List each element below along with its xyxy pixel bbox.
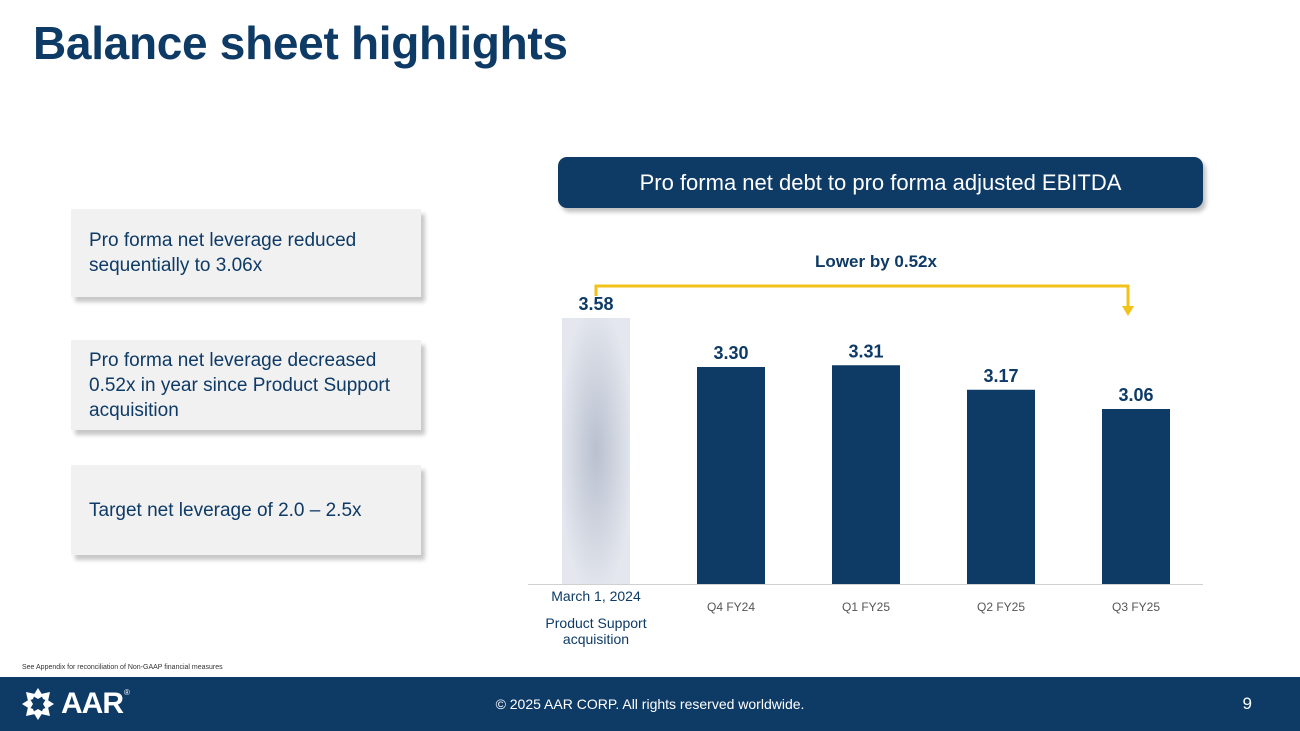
aar-logo-mark-icon — [22, 688, 54, 720]
page-title: Balance sheet highlights — [33, 17, 568, 69]
aar-logo-registered: ® — [124, 688, 130, 697]
chart-title-banner: Pro forma net debt to pro forma adjusted… — [558, 157, 1203, 208]
annotation-bracket — [594, 284, 1130, 306]
x-tick-label-4: Q2 FY25 — [977, 600, 1025, 614]
footnote: See Appendix for reconciliation of Non-G… — [22, 664, 223, 671]
bar-value-label-2: 3.30 — [713, 343, 748, 363]
bar-value-label-4: 3.17 — [983, 366, 1018, 386]
category-sublabel-line-1: Product Support — [545, 615, 646, 631]
bar-4 — [967, 389, 1035, 584]
bar-value-label-3: 3.31 — [848, 341, 883, 361]
aar-logo-text: AAR — [61, 687, 124, 720]
callout-leverage-decreased: Pro forma net leverage decreased 0.52x i… — [71, 340, 421, 430]
bar-3 — [832, 365, 900, 584]
bar-1 — [562, 318, 630, 584]
callout-target-leverage: Target net leverage of 2.0 – 2.5x — [71, 465, 421, 555]
bar-value-label-5: 3.06 — [1118, 385, 1153, 405]
bar-5 — [1102, 409, 1170, 584]
page-number: 9 — [1242, 694, 1252, 713]
bar-value-label-1: 3.58 — [578, 294, 613, 314]
annotation-label: Lower by 0.52x — [815, 252, 937, 271]
annotation-arrowhead — [1122, 306, 1134, 316]
x-tick-label-1: March 1, 2024 — [551, 588, 641, 604]
x-tick-label-2: Q4 FY24 — [707, 600, 755, 614]
x-tick-label-5: Q3 FY25 — [1112, 600, 1160, 614]
x-tick-label-3: Q1 FY25 — [842, 600, 890, 614]
footer-bar: AAR ® © 2025 AAR CORP. All rights reserv… — [0, 677, 1300, 731]
category-sublabel-line-2: acquisition — [563, 631, 629, 647]
callout-leverage-reduced: Pro forma net leverage reduced sequentia… — [71, 209, 421, 297]
bar-2 — [697, 367, 765, 584]
copyright-text: © 2025 AAR CORP. All rights reserved wor… — [495, 696, 805, 712]
aar-logo: AAR ® — [20, 686, 130, 722]
leverage-bar-chart: 3.58 March 1, 2024 3.30 Q4 FY24 3.31 Q1 FY25 3… — [528, 252, 1203, 647]
